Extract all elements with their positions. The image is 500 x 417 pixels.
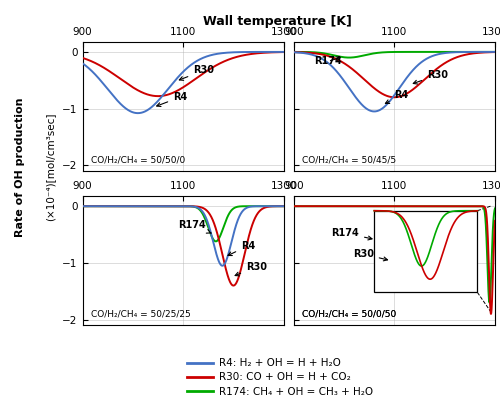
Text: R174: R174 [178,220,211,233]
Bar [374,211,478,292]
Text: CO/H₂/CH₄ = 50/0/50: CO/H₂/CH₄ = 50/0/50 [302,310,396,319]
Text: R4: R4 [228,241,255,256]
Text: CO/H₂/CH₄ = 50/0/50: CO/H₂/CH₄ = 50/0/50 [302,310,396,319]
Text: R30: R30 [353,249,388,261]
Text: R4: R4 [156,92,188,106]
Text: CO/H₂/CH₄ = 50/25/25: CO/H₂/CH₄ = 50/25/25 [90,310,190,319]
Text: Rate of OH production: Rate of OH production [15,97,25,236]
Text: R4: R4 [386,90,408,103]
Text: R30: R30 [180,65,214,80]
Text: CO/H₂/CH₄ = 50/45/5: CO/H₂/CH₄ = 50/45/5 [302,156,396,164]
Legend: R4: H₂ + OH = H + H₂O, R30: CO + OH = H + CO₂, R174: CH₄ + OH = CH₃ + H₂O: R4: H₂ + OH = H + H₂O, R30: CO + OH = H … [183,354,377,401]
Text: R30: R30 [235,262,267,276]
Text: Wall temperature [K]: Wall temperature [K] [203,15,352,28]
Text: R30: R30 [414,70,448,84]
Text: (×10⁻⁴)[mol/cm³sec]: (×10⁻⁴)[mol/cm³sec] [45,113,55,221]
Text: R174: R174 [332,228,372,240]
Text: CO/H₂/CH₄ = 50/50/0: CO/H₂/CH₄ = 50/50/0 [90,156,185,164]
Text: R174: R174 [314,56,342,66]
